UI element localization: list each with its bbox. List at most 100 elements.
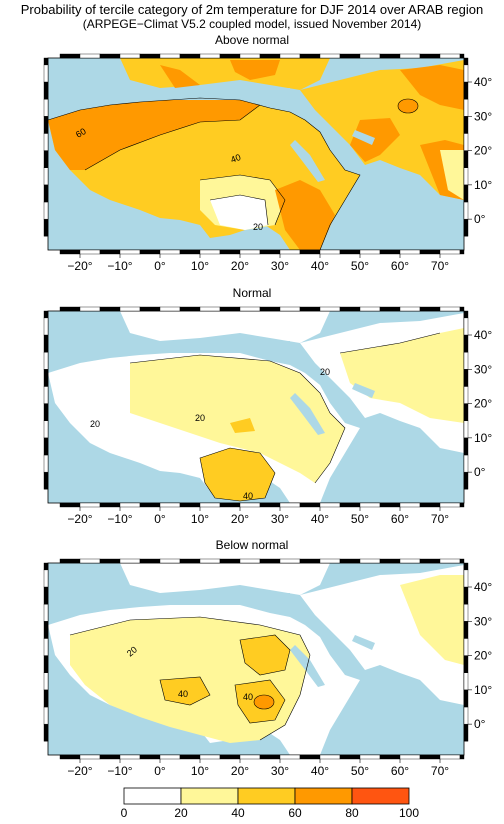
frame-bar-bottom (439, 502, 461, 508)
frame-bar-top (319, 558, 341, 564)
frame-bar-top (379, 558, 401, 564)
lon-tick-label: 50° (351, 764, 369, 778)
frame-bar-left (43, 116, 49, 134)
frame-bar-right (463, 621, 469, 639)
frame-bar-bottom (179, 502, 201, 508)
frame-bar-top (439, 53, 461, 59)
lon-tick-label: 0° (154, 512, 166, 526)
lon-tick-label: −20° (67, 512, 92, 526)
frame-bar-right (463, 420, 469, 439)
frame-bar-left (43, 403, 49, 421)
lon-tick-label: −20° (67, 764, 92, 778)
lat-tick-label: 0° (474, 717, 486, 731)
contour-label: 20 (125, 644, 139, 658)
contour-label: 40 (229, 152, 242, 165)
lon-tick-label: 40° (311, 764, 329, 778)
frame-bar-top (239, 53, 261, 59)
map-frame-ticks (43, 558, 472, 763)
frame-bar-bottom (359, 502, 381, 508)
frame-bar-right (463, 218, 469, 237)
land-europe-north (120, 58, 330, 90)
frame-bar-left (43, 621, 49, 639)
frame-bar-bottom (359, 754, 381, 760)
frame-bar-right (463, 454, 469, 473)
lat-tick-label: 10° (474, 431, 492, 445)
lat-tick-label: 40° (474, 75, 492, 89)
frame-bar-top (139, 558, 161, 564)
colorbar-tick-label: 20 (174, 806, 188, 820)
land-africa-europe (48, 98, 360, 250)
frame-bar-top (179, 306, 201, 312)
contour-label: 40 (243, 491, 253, 501)
frame-bar-top (119, 306, 141, 312)
frame-bar-top (319, 53, 341, 59)
frame-bar-top (439, 306, 461, 312)
lon-tick-label: 10° (191, 512, 209, 526)
frame-bar-left (43, 562, 49, 571)
lat-tick-label: 10° (474, 683, 492, 697)
frame-bar-right (463, 317, 469, 336)
frame-bar-bottom (259, 249, 281, 255)
frame-bar-bottom (379, 502, 401, 508)
map-panel-below-normal: 20 40 40 −20° −10° 0° 10° 20° 30° 40° 50° 60° 70°… (43, 558, 492, 778)
land-africa-europe (48, 351, 360, 503)
frame-bar-right (463, 723, 469, 742)
lon-tick-label: 0° (154, 259, 166, 273)
frame-bar-top (399, 306, 421, 312)
lon-tick-label: 70° (431, 259, 449, 273)
map-panel-normal: 20 20 20 40 −20° −10° 0° 10° 20° 30° 40° 50° 60°… (43, 306, 492, 526)
frame-bar-left (43, 420, 49, 439)
frame-bar-top (259, 306, 281, 312)
frame-bar-left (43, 437, 49, 456)
lon-tick-label: 50° (351, 259, 369, 273)
lon-axis-labels: −20° −10° 0° 10° 20° 30° 40° 50° 60° 70° (67, 764, 449, 778)
frame-bar-left (43, 454, 49, 473)
colorbar: 0 20 40 60 80 100 (121, 787, 419, 820)
frame-bar-left (43, 586, 49, 605)
frame-bar-bottom (399, 502, 421, 508)
frame-bar-bottom (59, 502, 81, 508)
persian-gulf (352, 635, 375, 650)
lon-tick-label: 30° (271, 259, 289, 273)
frame-bar-bottom (459, 249, 465, 255)
frame-bar-right (463, 81, 469, 100)
frame-bar-left (43, 317, 49, 336)
frame-bar-top (279, 306, 301, 312)
map-title: Probability of tercile category of 2m te… (20, 2, 484, 17)
frame-bar-bottom (299, 249, 321, 255)
frame-bar-bottom (159, 754, 181, 760)
frame-bar-left (43, 471, 49, 490)
frame-bar-top (199, 306, 221, 312)
frame-bar-top (99, 558, 121, 564)
frame-bar-right (463, 201, 469, 220)
frame-bar-right (463, 334, 469, 353)
frame-bar-bottom (139, 502, 161, 508)
frame-bar-bottom (139, 754, 161, 760)
lon-tick-label: 50° (351, 512, 369, 526)
frame-bar-right (463, 310, 469, 319)
frame-bar-bottom (219, 249, 241, 255)
frame-bar-top (299, 306, 321, 312)
frame-bar-top (299, 53, 321, 59)
frame-bar-right (463, 167, 469, 186)
contour-label: 20 (90, 419, 100, 429)
frame-bar-bottom (79, 502, 101, 508)
land-middle-east-asia (300, 565, 464, 705)
lat-tick-label: 30° (474, 614, 492, 628)
lon-tick-label: 60° (391, 764, 409, 778)
frame-bar-left (43, 167, 49, 186)
frame-bar-top (379, 53, 401, 59)
lat-tick-label: 10° (474, 178, 492, 192)
frame-bar-bottom (279, 754, 301, 760)
map-frame-ticks (43, 53, 472, 258)
frame-bar-top (379, 306, 401, 312)
frame-bar-left (43, 81, 49, 100)
mediterranean-sea (150, 593, 290, 605)
frame-bar-bottom (379, 249, 401, 255)
lon-tick-label: 60° (391, 512, 409, 526)
frame-bar-right (463, 64, 469, 83)
frame-bar-bottom (119, 754, 141, 760)
colorbar-tick-label: 40 (231, 806, 245, 820)
frame-bar-right (463, 98, 469, 117)
frame-bar-top (359, 53, 381, 59)
